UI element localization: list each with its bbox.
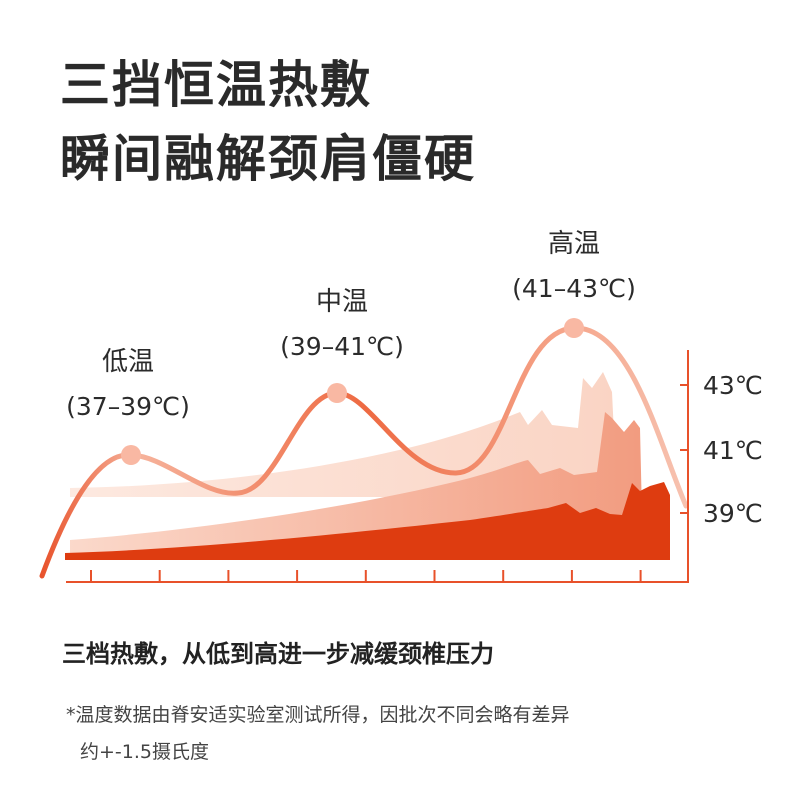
level-range-high: (41–43℃) xyxy=(512,274,636,303)
y-tick-label-43: 43℃ xyxy=(703,371,763,400)
area-layer-deep xyxy=(65,482,670,560)
subtitle: 三档热敷，从低到高进一步减缓颈椎压力 xyxy=(62,640,494,668)
level-range-low: (37–39℃) xyxy=(66,392,190,421)
headline-line-2: 瞬间融解颈肩僵硬 xyxy=(60,130,476,188)
level-dot-low xyxy=(121,445,141,465)
x-axis-ticks xyxy=(90,570,642,582)
level-range-mid: (39–41℃) xyxy=(280,332,404,361)
level-label-mid: 中温 xyxy=(316,287,368,317)
level-label-low: 低温 xyxy=(102,347,154,377)
footnote-line-1: *温度数据由脊安适实验室测试所得，因批次不同会略有差异 xyxy=(66,704,570,726)
headline-line-1: 三挡恒温热敷 xyxy=(60,56,372,114)
level-dot-high xyxy=(564,318,584,338)
footnote-line-2: 约+-1.5摄氏度 xyxy=(80,741,209,763)
area-layer-light xyxy=(70,372,617,497)
level-dot-mid xyxy=(327,383,347,403)
y-tick-label-39: 39℃ xyxy=(703,499,763,528)
y-tick-label-41: 41℃ xyxy=(703,436,763,465)
level-label-high: 高温 xyxy=(548,229,600,259)
